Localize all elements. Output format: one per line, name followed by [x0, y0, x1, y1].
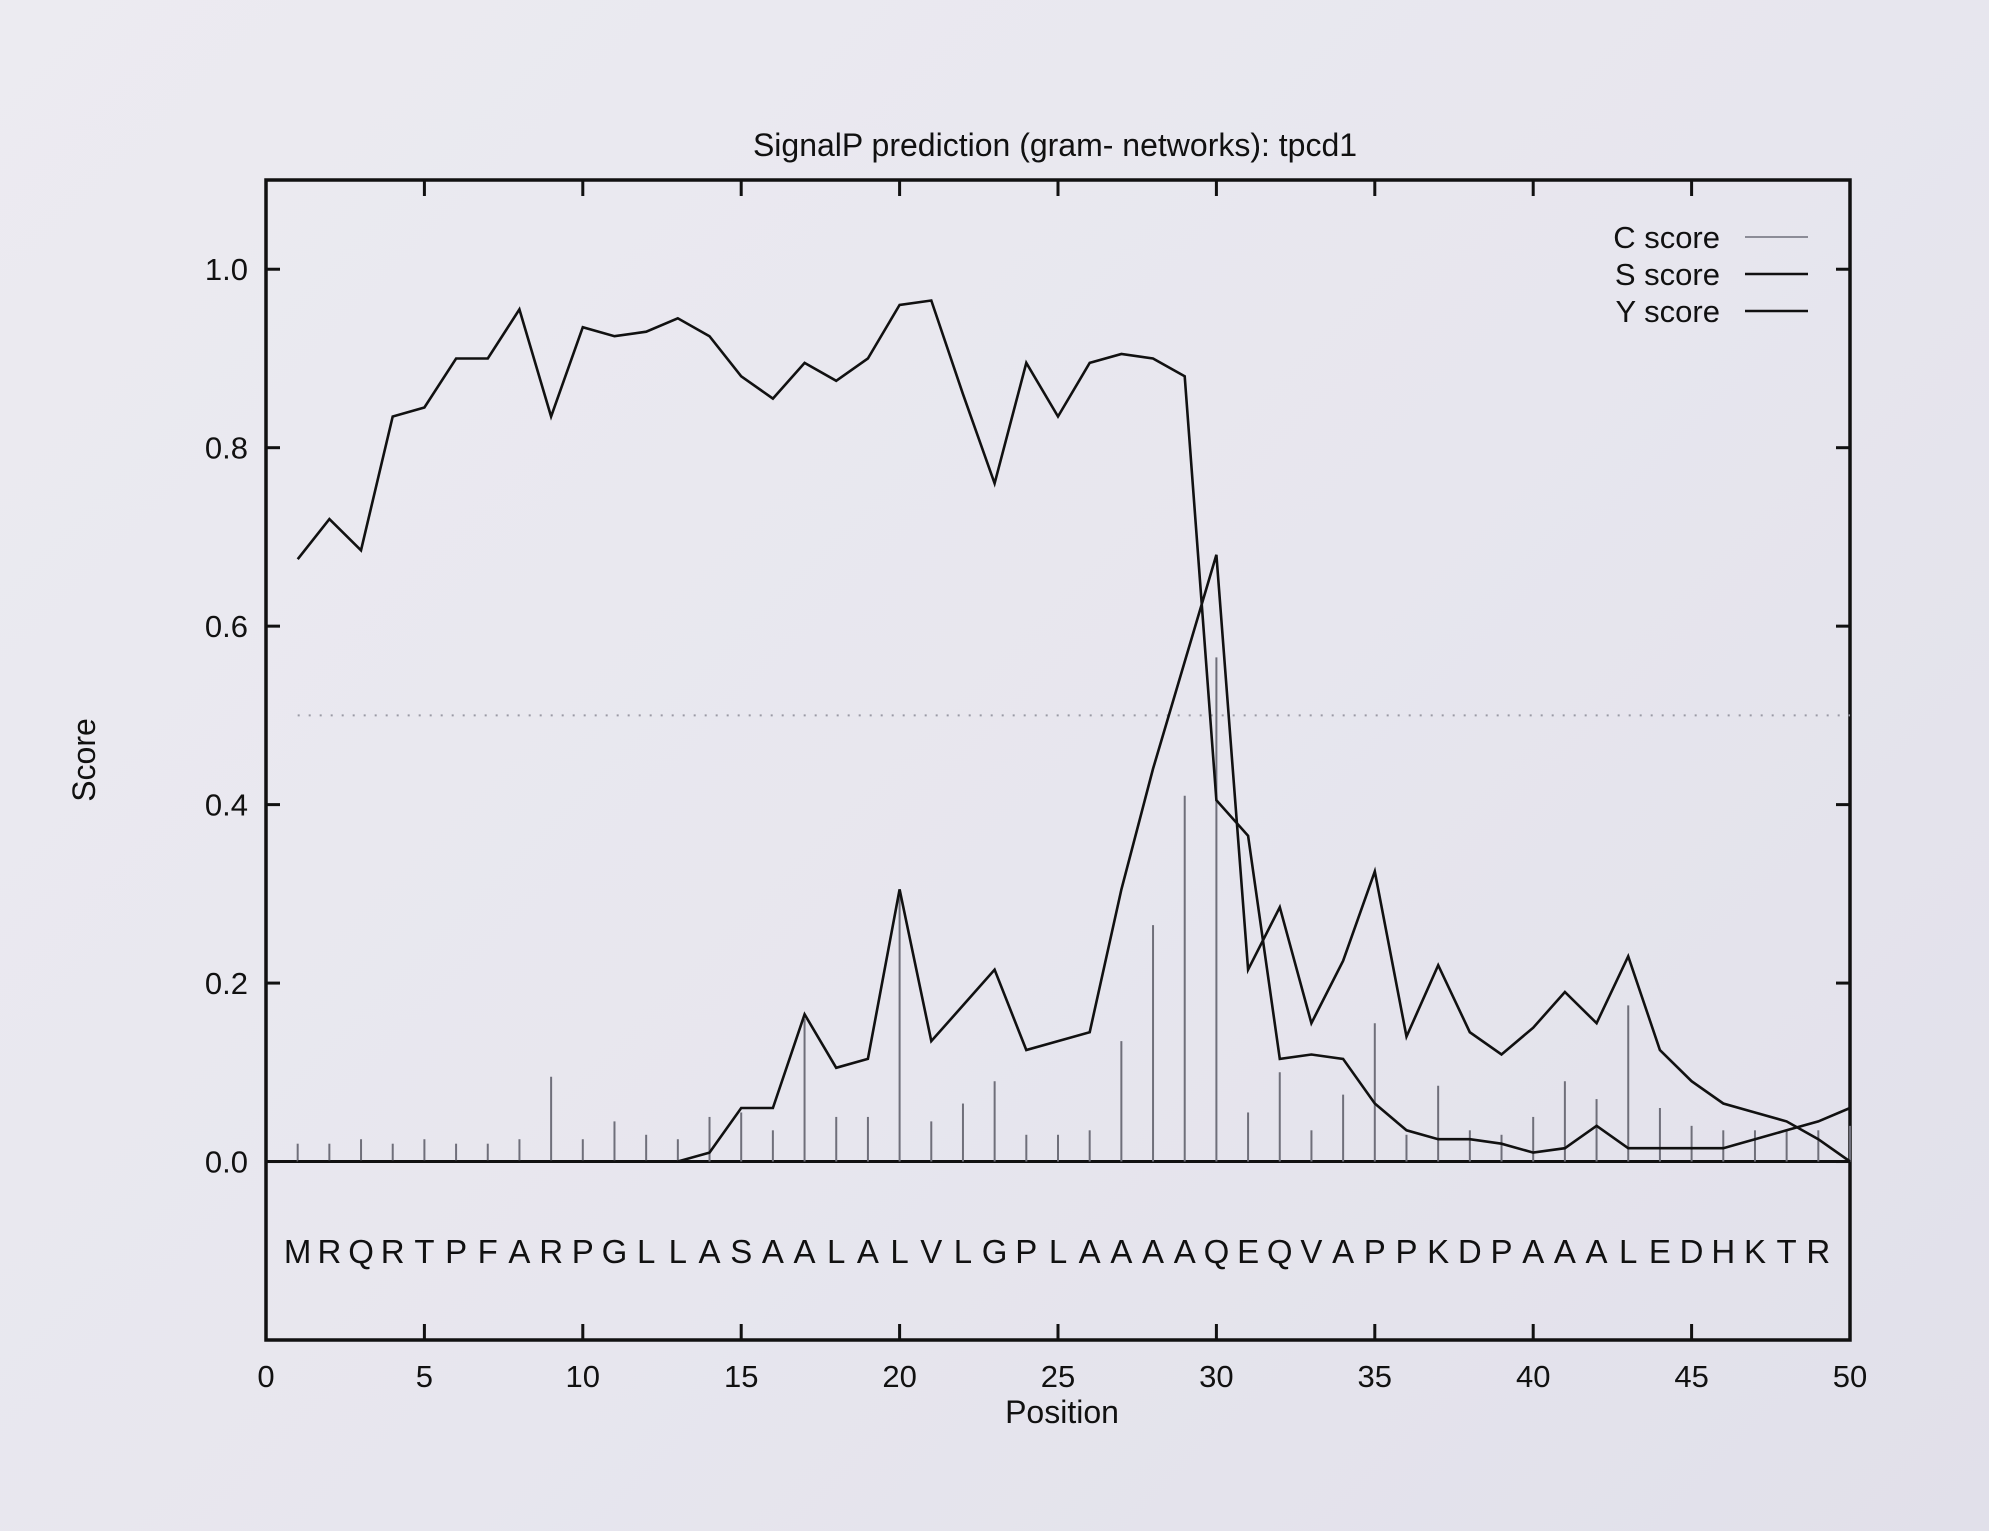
- sequence-residue: P: [1491, 1233, 1513, 1270]
- sequence-residue: D: [1680, 1233, 1704, 1270]
- sequence-residue: E: [1237, 1233, 1259, 1270]
- sequence-residue: A: [508, 1233, 530, 1270]
- sequence-residue: P: [572, 1233, 594, 1270]
- sequence-residue: L: [1049, 1233, 1067, 1270]
- y-score-line: [297, 554, 1851, 1163]
- sequence-residue: R: [1806, 1233, 1830, 1270]
- y-tick-label: 0.4: [205, 788, 248, 823]
- sequence-residue: P: [445, 1233, 467, 1270]
- legend-label: Y score: [1615, 294, 1720, 329]
- plot-area: 0.00.20.40.60.81.00 5 10 15 20 25 30 35 40 45 50M R…: [205, 178, 1867, 1394]
- sequence-residue: D: [1458, 1233, 1482, 1270]
- sequence-residue: A: [1110, 1233, 1132, 1270]
- y-tick-label: 1.0: [205, 252, 248, 287]
- sequence-residue: Q: [1204, 1233, 1230, 1270]
- sequence-residue: K: [1427, 1233, 1449, 1270]
- sequence-residue: Q: [1267, 1233, 1293, 1270]
- sequence-residue: G: [602, 1233, 628, 1270]
- y-axis-label: Score: [66, 718, 102, 802]
- sequence-residue: R: [381, 1233, 405, 1270]
- sequence-residue: T: [1777, 1233, 1797, 1270]
- sequence-residue: A: [1332, 1233, 1354, 1270]
- x-tick-label: 25: [1041, 1359, 1075, 1394]
- legend-label: C score: [1613, 220, 1720, 255]
- c-score-impulses: [296, 657, 1851, 1162]
- sequence-residue: H: [1711, 1233, 1735, 1270]
- sequence-residue: L: [954, 1233, 972, 1270]
- x-tick-label: 45: [1674, 1359, 1708, 1394]
- sequence-residue: R: [539, 1233, 563, 1270]
- x-tick-label: 30: [1199, 1359, 1233, 1394]
- x-tick-label: 10: [566, 1359, 600, 1394]
- sequence-residue: G: [982, 1233, 1008, 1270]
- x-tick-label: 50: [1833, 1359, 1867, 1394]
- sequence-residue: A: [762, 1233, 784, 1270]
- sequence-residue: V: [1300, 1233, 1322, 1270]
- sequence-residue: A: [794, 1233, 816, 1270]
- y-tick-label: 0.6: [205, 609, 248, 644]
- x-tick-label: 15: [724, 1359, 758, 1394]
- x-tick-label: 20: [882, 1359, 916, 1394]
- y-tick-label: 0.0: [205, 1145, 248, 1180]
- sequence-residue: F: [478, 1233, 498, 1270]
- sequence-residue: E: [1649, 1233, 1671, 1270]
- sequence-residue: A: [1586, 1233, 1608, 1270]
- sequence-residue: P: [1015, 1233, 1037, 1270]
- sequence-residue: A: [699, 1233, 721, 1270]
- sequence-residue: A: [1554, 1233, 1576, 1270]
- sequence-residue: K: [1744, 1233, 1766, 1270]
- y-tick-label: 0.8: [205, 431, 248, 466]
- s-score-line: [296, 299, 1851, 1154]
- sequence-residue: A: [1522, 1233, 1544, 1270]
- y-tick-label: 0.2: [205, 966, 248, 1001]
- sequence-residue: L: [637, 1233, 655, 1270]
- legend-label: S score: [1615, 257, 1720, 292]
- sequence-residue: P: [1395, 1233, 1417, 1270]
- x-tick-label: 0: [257, 1359, 274, 1394]
- sequence-residue: M: [284, 1233, 312, 1270]
- sequence-residue: V: [920, 1233, 942, 1270]
- sequence-residue: P: [1364, 1233, 1386, 1270]
- plot-frame: [264, 178, 1852, 1342]
- sequence-residue: A: [857, 1233, 879, 1270]
- sequence-residue: L: [827, 1233, 845, 1270]
- sequence-residue: A: [1079, 1233, 1101, 1270]
- chart-title: SignalP prediction (gram- networks): tpc…: [753, 127, 1357, 163]
- x-tick-label: 5: [416, 1359, 433, 1394]
- sequence-residue: L: [890, 1233, 908, 1270]
- sequence-residue: A: [1142, 1233, 1164, 1270]
- sequence-residue: L: [669, 1233, 687, 1270]
- sequence-residue: A: [1174, 1233, 1196, 1270]
- sequence-residue: R: [317, 1233, 341, 1270]
- x-tick-label: 40: [1516, 1359, 1550, 1394]
- sequence-residue: Q: [348, 1233, 374, 1270]
- sequence-residue: S: [730, 1233, 752, 1270]
- sequence-residue: L: [1619, 1233, 1637, 1270]
- x-axis-label: Position: [1005, 1394, 1119, 1430]
- x-tick-label: 35: [1358, 1359, 1392, 1394]
- sequence-residue: T: [414, 1233, 434, 1270]
